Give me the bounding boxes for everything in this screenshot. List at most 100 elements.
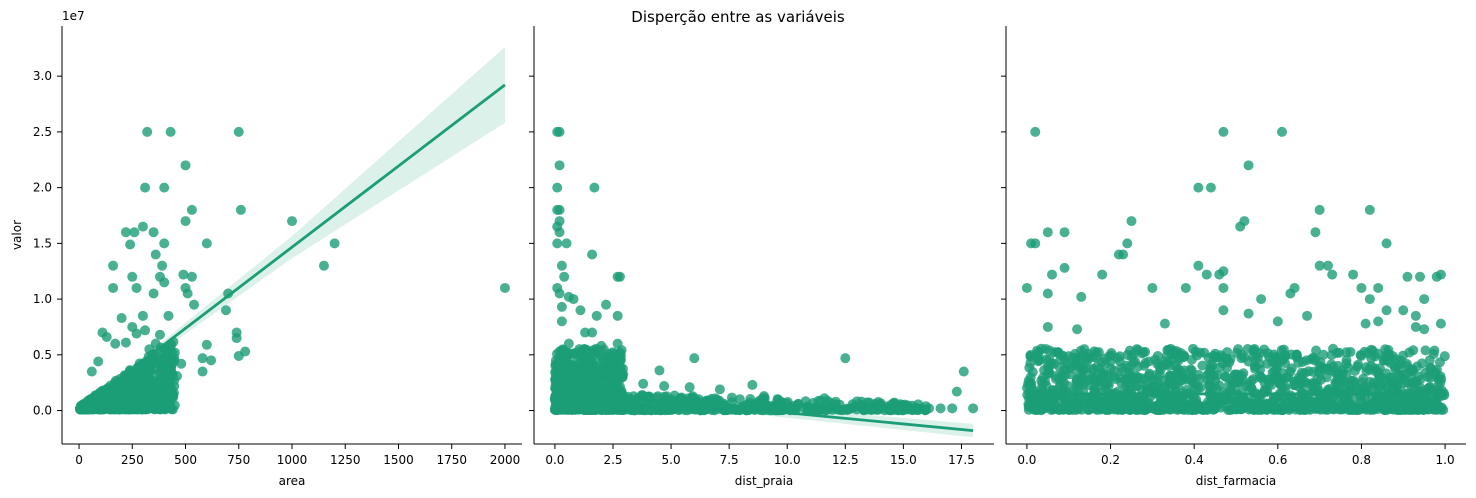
data-point [1076, 376, 1087, 387]
data-point [163, 310, 174, 321]
data-point [556, 316, 567, 327]
data-point [120, 337, 131, 348]
y-offset-label: 1e7 [62, 9, 85, 23]
data-point [159, 182, 170, 193]
data-point [1037, 379, 1048, 390]
data-point [1114, 356, 1125, 367]
data-point [176, 358, 187, 369]
data-point [233, 126, 244, 137]
data-point [1103, 380, 1114, 391]
data-point [714, 384, 725, 395]
data-point [1024, 362, 1035, 373]
data-point [573, 349, 584, 360]
data-point [1042, 227, 1053, 238]
x-tick-label: 500 [174, 453, 197, 467]
data-point [146, 395, 157, 406]
data-point [563, 338, 574, 349]
data-point [1395, 371, 1406, 382]
data-point [1398, 305, 1409, 316]
data-point [1311, 345, 1322, 356]
data-point [1053, 404, 1064, 415]
data-point [1199, 347, 1210, 358]
data-point [1054, 374, 1065, 385]
data-point [120, 227, 131, 238]
data-point [1334, 404, 1345, 415]
data-point [1380, 344, 1391, 355]
data-point [1335, 387, 1346, 398]
data-point [597, 352, 608, 363]
data-point [1297, 356, 1308, 367]
data-point [329, 238, 340, 249]
data-point [180, 216, 191, 227]
data-point [159, 238, 170, 249]
data-points [75, 126, 510, 415]
data-point [1292, 375, 1303, 386]
x-tick-label: 2000 [490, 453, 521, 467]
data-point [1162, 345, 1173, 356]
data-point [1294, 398, 1305, 409]
regression-line [80, 83, 506, 409]
data-point [1173, 353, 1184, 364]
data-point [189, 299, 200, 310]
data-point [1421, 403, 1432, 414]
data-point [662, 402, 673, 413]
x-tick-label: 1.0 [1436, 453, 1455, 467]
data-point [159, 277, 170, 288]
data-point [150, 338, 161, 349]
data-point [1318, 349, 1329, 360]
data-point [1256, 294, 1267, 305]
data-point [601, 299, 612, 310]
data-point [186, 271, 197, 282]
data-point [116, 313, 127, 324]
data-point [1389, 395, 1400, 406]
data-point [1144, 384, 1155, 395]
data-point [1102, 372, 1113, 383]
data-point [129, 374, 140, 385]
data-point [1229, 369, 1240, 380]
data-point [142, 126, 153, 137]
y-tick-label: 2.5 [33, 125, 52, 139]
data-point [1364, 204, 1375, 215]
data-point [1076, 362, 1087, 373]
data-point [1420, 345, 1431, 356]
data-point [1435, 269, 1446, 280]
data-point [812, 404, 823, 415]
x-tick-label: 1000 [277, 453, 308, 467]
data-point [868, 403, 879, 414]
data-point [612, 271, 623, 282]
data-point [587, 249, 598, 260]
data-point [1164, 370, 1175, 381]
data-point [1159, 318, 1170, 329]
data-point [93, 356, 104, 367]
data-point [1110, 403, 1121, 414]
data-point [164, 402, 175, 413]
data-point [654, 365, 665, 376]
data-point [154, 356, 165, 367]
data-point [836, 405, 847, 416]
data-point [127, 271, 138, 282]
data-point [233, 350, 244, 361]
data-point [1089, 398, 1100, 409]
data-point [287, 216, 297, 227]
data-point [1021, 282, 1032, 293]
data-point [1072, 324, 1083, 335]
x-tick-label: 10.0 [774, 453, 801, 467]
data-point [1419, 294, 1430, 305]
x-tick-label: 1250 [330, 453, 361, 467]
data-point [147, 376, 158, 387]
data-point [1433, 373, 1444, 384]
data-point [1042, 288, 1053, 299]
data-point [1030, 126, 1041, 137]
data-point [710, 393, 721, 404]
x-tick-label: 17.5 [948, 453, 975, 467]
data-point [554, 204, 565, 215]
x-axis-label: dist_farmacia [1196, 474, 1277, 488]
data-point [163, 382, 174, 393]
x-tick-label: 0.8 [1352, 453, 1371, 467]
data-point [1308, 397, 1319, 408]
data-point [830, 396, 841, 407]
data-point [1425, 382, 1436, 393]
data-point [1373, 316, 1384, 327]
data-point [589, 182, 600, 193]
